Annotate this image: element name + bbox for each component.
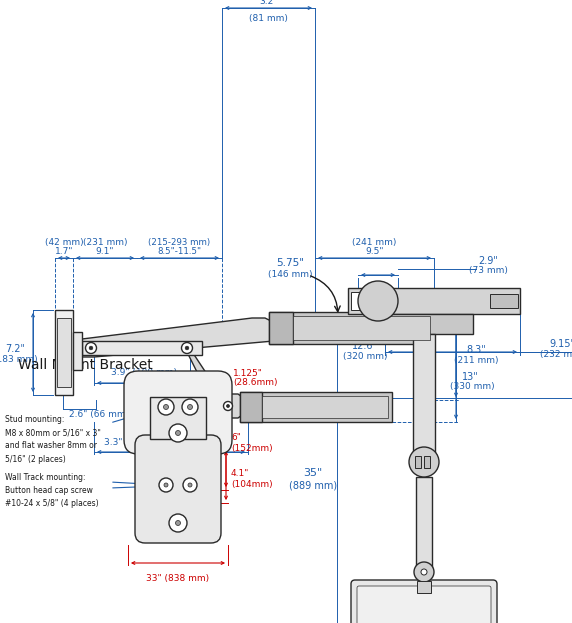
Text: 35": 35" — [303, 468, 323, 478]
Text: 8.5"-11.5": 8.5"-11.5" — [157, 247, 201, 255]
Bar — [262, 396, 388, 418]
Text: 4.1": 4.1" — [231, 468, 249, 477]
Text: 12.6": 12.6" — [352, 341, 378, 351]
Text: Wall Mount Bracket: Wall Mount Bracket — [18, 358, 153, 372]
Bar — [415, 456, 421, 468]
Text: 3.9" (100 mm): 3.9" (100 mm) — [111, 368, 177, 378]
Text: 2.6" (66 mm): 2.6" (66 mm) — [69, 411, 129, 419]
FancyBboxPatch shape — [124, 371, 232, 454]
Bar — [385, 314, 473, 334]
Bar — [82, 341, 202, 355]
Circle shape — [176, 430, 181, 435]
Text: (73 mm): (73 mm) — [468, 267, 507, 275]
Text: (889 mm): (889 mm) — [289, 480, 337, 490]
Text: 5.75": 5.75" — [276, 258, 304, 268]
Bar — [417, 581, 431, 593]
Text: (231 mm): (231 mm) — [83, 237, 127, 247]
Text: 8.3": 8.3" — [466, 345, 486, 355]
Text: 1.125": 1.125" — [233, 368, 263, 378]
Circle shape — [85, 343, 97, 353]
Bar — [55, 310, 73, 395]
Text: (81 mm): (81 mm) — [249, 14, 288, 24]
Bar — [240, 392, 392, 422]
Circle shape — [188, 404, 193, 409]
Text: (330 mm): (330 mm) — [450, 383, 494, 391]
Bar — [269, 312, 434, 344]
FancyBboxPatch shape — [357, 586, 491, 623]
Bar — [240, 392, 262, 422]
Circle shape — [358, 281, 398, 321]
Text: 7.2": 7.2" — [5, 343, 25, 353]
Text: 2.9": 2.9" — [478, 256, 498, 266]
Text: (28.6mm): (28.6mm) — [233, 379, 277, 388]
Text: Stud mounting:
M8 x 80mm or 5/16" x 3"
and flat washer 8mm or
5/16" (2 places): Stud mounting: M8 x 80mm or 5/16" x 3" a… — [5, 415, 101, 464]
Text: (104mm): (104mm) — [231, 480, 273, 488]
Circle shape — [185, 346, 189, 350]
Bar — [413, 334, 435, 462]
Bar — [73, 332, 82, 370]
Text: 13": 13" — [462, 372, 478, 382]
Bar — [293, 316, 430, 340]
Bar — [416, 477, 432, 572]
Text: (152mm): (152mm) — [231, 444, 273, 452]
Bar — [348, 288, 520, 314]
Bar — [424, 456, 430, 468]
Bar — [269, 312, 293, 344]
Text: (183 mm): (183 mm) — [0, 355, 37, 364]
Circle shape — [169, 514, 187, 532]
Circle shape — [182, 399, 198, 415]
Text: 9.1": 9.1" — [96, 247, 114, 255]
Text: (211 mm): (211 mm) — [454, 356, 498, 366]
Polygon shape — [187, 344, 248, 418]
Circle shape — [159, 478, 173, 492]
Circle shape — [421, 569, 427, 575]
Circle shape — [164, 404, 169, 409]
Circle shape — [188, 483, 192, 487]
Text: (320 mm): (320 mm) — [343, 353, 387, 361]
Text: 33" (838 mm): 33" (838 mm) — [146, 574, 209, 583]
Circle shape — [414, 562, 434, 582]
Bar — [150, 397, 206, 439]
Circle shape — [409, 447, 439, 477]
Circle shape — [181, 343, 193, 353]
Circle shape — [183, 478, 197, 492]
Polygon shape — [82, 318, 285, 357]
Text: 3.3" (85 mm): 3.3" (85 mm) — [104, 437, 164, 447]
Circle shape — [227, 404, 229, 407]
FancyBboxPatch shape — [351, 580, 497, 623]
Text: Wall Track mounting:
Button head cap screw
#10-24 x 5/8" (4 places): Wall Track mounting: Button head cap scr… — [5, 473, 98, 508]
Text: 9.15": 9.15" — [549, 339, 572, 349]
Text: 6": 6" — [231, 432, 241, 442]
Text: (232 mm): (232 mm) — [540, 351, 572, 359]
Bar — [490, 294, 518, 308]
FancyBboxPatch shape — [135, 435, 221, 543]
Text: (146 mm): (146 mm) — [268, 270, 312, 278]
Circle shape — [224, 401, 232, 411]
Text: (42 mm): (42 mm) — [45, 237, 84, 247]
Text: 9.5": 9.5" — [366, 247, 384, 255]
Circle shape — [169, 424, 187, 442]
Circle shape — [176, 520, 181, 525]
Text: (215-293 mm): (215-293 mm) — [149, 237, 210, 247]
Bar — [57, 318, 71, 387]
Text: (241 mm): (241 mm) — [352, 237, 397, 247]
Circle shape — [164, 483, 168, 487]
Text: 1.7": 1.7" — [55, 247, 73, 255]
Circle shape — [89, 346, 93, 350]
Circle shape — [158, 399, 174, 415]
Text: 3.2": 3.2" — [259, 0, 277, 6]
Bar — [351, 292, 389, 310]
